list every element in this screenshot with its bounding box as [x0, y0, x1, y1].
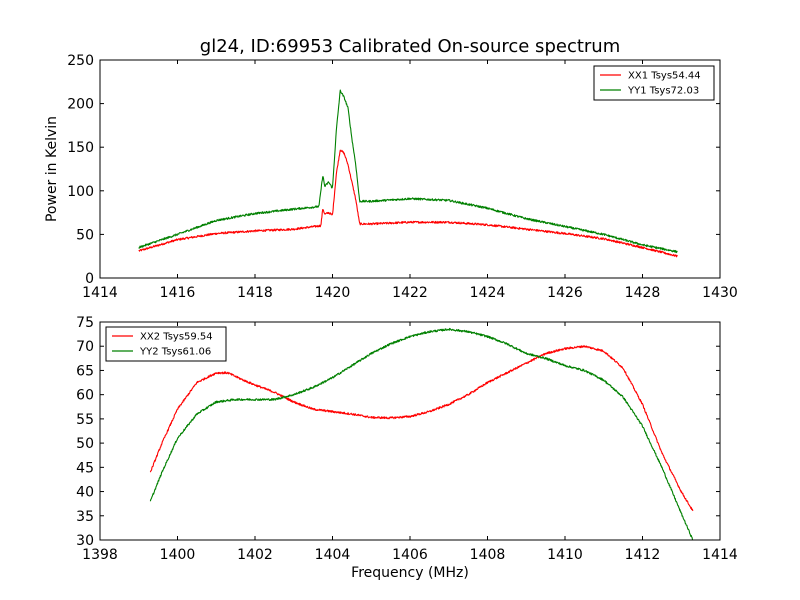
y-tick-label: 65	[76, 363, 94, 379]
x-tick-label: 1408	[470, 547, 506, 563]
top-plot: 1414 1416 1418 1420 1422 1424 1426 1428 1430 0 50 1…	[67, 53, 738, 301]
y-tick-label: 40	[76, 485, 94, 501]
x-tick-label: 1412	[625, 547, 661, 563]
legend-box	[105, 326, 227, 362]
bottom-x-axis-label: Frequency (MHz)	[351, 565, 469, 581]
y-tick-label: 100	[67, 184, 94, 200]
y-tick-label: 200	[67, 97, 94, 113]
x-tick-label: 1420	[315, 285, 351, 301]
y-tick-label: 30	[76, 533, 94, 549]
legend-label: XX1 Tsys54.44	[628, 71, 701, 82]
x-tick-label: 1406	[392, 547, 428, 563]
x-tick-label: 1402	[237, 547, 273, 563]
y-tick-label: 35	[76, 509, 94, 525]
x-tick-label: 1410	[547, 547, 583, 563]
y-tick-label: 0	[85, 271, 94, 287]
x-tick-label: 1398	[82, 547, 118, 563]
series-line-1-1	[138, 149, 678, 258]
legend-2: XX2 Tsys59.54 YY2 Tsys61.06	[105, 326, 227, 362]
x-tick-label: 1422	[392, 285, 428, 301]
y-tick-label: 50	[76, 227, 94, 243]
series-line-1-2	[138, 89, 678, 254]
top-y-axis-label: Power in Kelvin	[44, 116, 60, 222]
y-tick-label: 150	[67, 140, 94, 156]
x-tick-label: 1424	[470, 285, 506, 301]
series-line-2-2	[149, 327, 694, 540]
y-tick-label: 55	[76, 412, 94, 428]
x-tick-label: 1414	[82, 285, 118, 301]
x-tick-label: 1404	[315, 547, 351, 563]
y-tick-label: 75	[76, 315, 94, 331]
x-tick-label: 1414	[702, 547, 738, 563]
y-tick-label: 70	[76, 339, 94, 355]
y-tick-label: 45	[76, 460, 94, 476]
x-tick-label: 1428	[625, 285, 661, 301]
y-tick-label: 50	[76, 436, 94, 452]
bottom-plot: 1398 1400 1402 1404 1406 1408 1410 1412 1414 30 35…	[76, 315, 738, 563]
x-tick-label: 1416	[160, 285, 196, 301]
legend-1: XX1 Tsys54.44 YY1 Tsys72.03	[593, 65, 715, 101]
y-tick-label: 60	[76, 388, 94, 404]
x-tick-label: 1430	[702, 285, 738, 301]
x-tick-label: 1426	[547, 285, 583, 301]
legend-box	[593, 65, 715, 101]
legend-label: YY1 Tsys72.03	[627, 86, 699, 97]
legend-label: YY2 Tsys61.06	[139, 347, 211, 358]
x-tick-label: 1400	[160, 547, 196, 563]
y-tick-label: 250	[67, 53, 94, 69]
series-line-2-1	[149, 344, 694, 512]
chart-title: gl24, ID:69953 Calibrated On-source spec…	[200, 36, 620, 57]
x-tick-label: 1418	[237, 285, 273, 301]
legend-label: XX2 Tsys59.54	[140, 332, 213, 343]
